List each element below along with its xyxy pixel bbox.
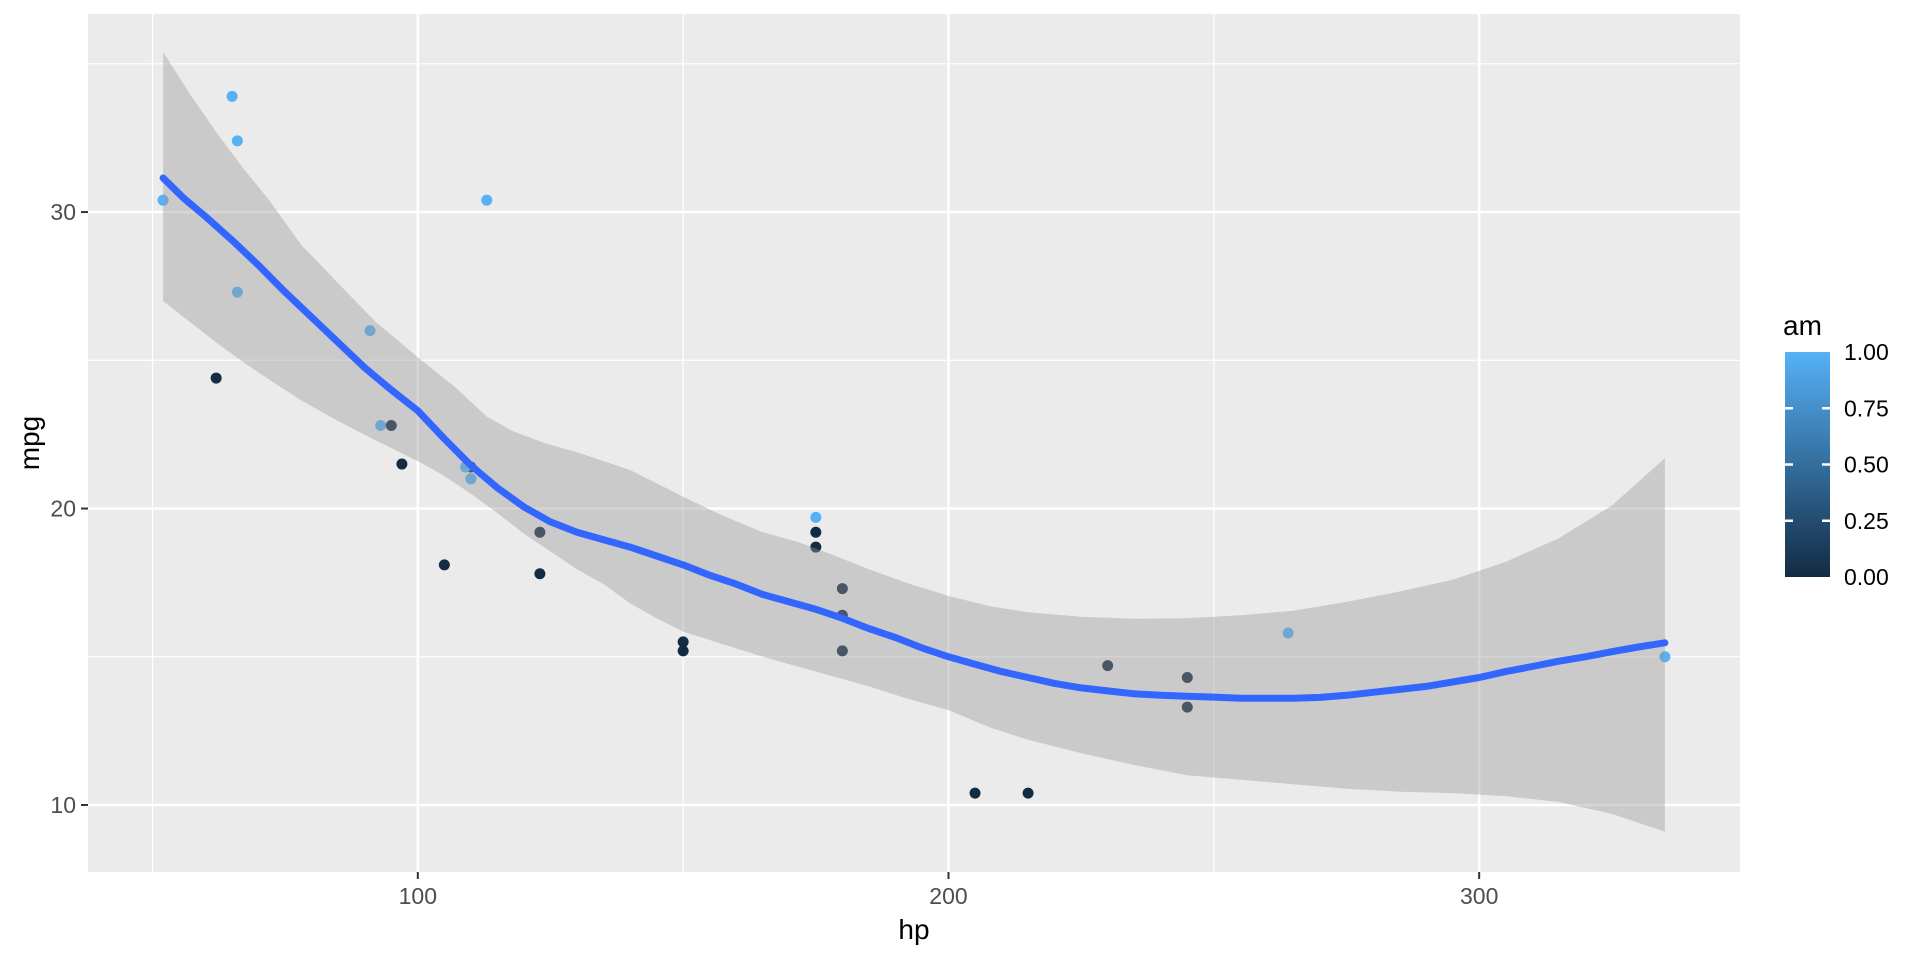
data-point <box>1659 651 1671 663</box>
legend-title: am <box>1783 310 1822 341</box>
data-point <box>1282 627 1294 639</box>
data-point <box>1102 660 1114 672</box>
data-point <box>534 526 546 538</box>
data-point <box>1181 701 1193 713</box>
data-point <box>1022 787 1034 799</box>
y-axis-title: mpg <box>14 415 45 471</box>
data-point <box>231 135 243 147</box>
y-tick-label: 20 <box>50 496 76 522</box>
data-point <box>677 645 689 657</box>
data-point <box>210 372 222 384</box>
confidence-ribbon <box>163 51 1665 832</box>
y-tick-label: 30 <box>50 199 76 225</box>
smooth-line <box>159 174 1669 702</box>
legend-tick-label: 0.75 <box>1844 395 1889 421</box>
data-point <box>438 559 450 571</box>
data-point <box>810 511 822 523</box>
data-point <box>226 90 238 102</box>
data-point <box>231 286 243 298</box>
data-point <box>810 541 822 553</box>
x-tick-label: 100 <box>399 883 437 909</box>
legend-tick-label: 1.00 <box>1844 339 1889 365</box>
data-point <box>396 458 408 470</box>
data-point <box>385 420 397 432</box>
data-point <box>810 526 822 538</box>
data-point <box>481 194 493 206</box>
data-point <box>836 645 848 657</box>
data-point <box>534 568 546 580</box>
data-point <box>1181 672 1193 684</box>
x-tick-label: 200 <box>929 883 967 909</box>
data-point <box>677 636 689 648</box>
data-point <box>465 473 477 485</box>
legend-tick-label: 0.00 <box>1844 564 1889 590</box>
data-point <box>364 325 376 337</box>
data-point <box>969 787 981 799</box>
data-point <box>157 194 169 206</box>
legend-tick-label: 0.50 <box>1844 452 1889 478</box>
x-axis-title: hp <box>898 914 930 945</box>
y-tick-label: 10 <box>50 792 76 818</box>
legend-tick-label: 0.25 <box>1844 508 1889 534</box>
panel-background <box>88 14 1740 872</box>
x-tick-label: 300 <box>1460 883 1498 909</box>
data-point <box>375 420 387 432</box>
data-point <box>836 583 848 595</box>
